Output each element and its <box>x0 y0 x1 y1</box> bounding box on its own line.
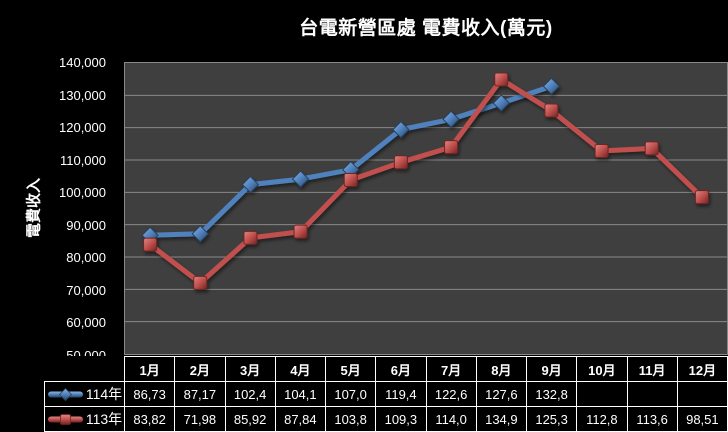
value-cell: 86,73 <box>123 381 176 407</box>
data-point-marker <box>442 110 460 128</box>
series-name-label: 114年 <box>85 386 123 402</box>
month-header-cell: 7月 <box>425 356 477 382</box>
legend-marker <box>47 413 83 425</box>
value-cell <box>576 381 628 407</box>
month-header-cell: 2月 <box>174 356 226 382</box>
value-cell: 132,8 <box>525 381 578 407</box>
y-tick-label: 110,000 <box>59 152 106 168</box>
table-row: 114年 86,73 87,17 102,4 104,1 107,0 119,4 122,6 1… <box>44 381 728 407</box>
value-cell: 112,8 <box>576 406 628 432</box>
y-tick-label: 90,000 <box>66 217 106 233</box>
month-header-cell: 11月 <box>626 356 678 382</box>
legend-marker <box>47 387 83 401</box>
month-header-cell: 8月 <box>475 356 528 382</box>
y-tick-label: 100,000 <box>59 185 106 201</box>
table-row: 113年 83,82 71,98 85,92 87,84 103,8 109,3 114,0 1… <box>44 406 728 432</box>
data-point-marker <box>293 224 308 239</box>
value-cell: 98,51 <box>676 406 728 432</box>
value-cell: 87,17 <box>174 381 226 407</box>
gridlines <box>125 94 727 323</box>
value-cell: 102,4 <box>224 381 276 407</box>
data-point-marker <box>444 140 459 155</box>
chart-title: 台電新營區處 電費收入(萬元) <box>299 18 553 39</box>
month-header-cell: 5月 <box>324 356 377 382</box>
table-corner-blank <box>44 356 125 382</box>
data-table: 1月 2月 3月 4月 5月 6月 7月 8月 9月 10月 11月 12月 114年 86,73 87,1… <box>44 356 728 432</box>
y-tick-label: 60,000 <box>66 315 106 331</box>
value-cell: 114,0 <box>425 406 477 432</box>
data-point-marker <box>492 94 510 112</box>
legend-cell: 113年 <box>44 406 125 432</box>
value-cell: 71,98 <box>174 406 226 432</box>
data-point-marker <box>243 230 258 245</box>
value-cell: 87,84 <box>274 406 327 432</box>
value-cell: 119,4 <box>375 381 427 407</box>
data-point-marker <box>644 141 659 156</box>
value-cell: 134,9 <box>475 406 528 432</box>
month-header-cell: 9月 <box>525 356 578 382</box>
data-point-marker <box>544 103 559 118</box>
plot-area <box>124 62 728 355</box>
data-point-marker <box>193 275 208 290</box>
data-point-marker <box>191 225 209 243</box>
month-header-cell: 4月 <box>274 356 327 382</box>
value-cell: 109,3 <box>375 406 427 432</box>
value-cell: 122,6 <box>425 381 477 407</box>
data-point-marker <box>542 77 561 95</box>
month-header-cell: 6月 <box>375 356 427 382</box>
value-cell: 85,92 <box>224 406 276 432</box>
value-cell: 104,1 <box>274 381 327 407</box>
y-tick-label: 70,000 <box>66 282 106 298</box>
line-chart <box>125 72 727 323</box>
data-point-marker <box>291 170 310 188</box>
value-cell: 83,82 <box>123 406 176 432</box>
data-point-marker <box>392 120 410 139</box>
data-point-marker <box>494 72 509 87</box>
data-point-marker <box>393 155 408 170</box>
series-name-label: 113年 <box>85 411 123 427</box>
value-cell: 113,6 <box>626 406 678 432</box>
month-header-cell: 12月 <box>676 356 728 382</box>
value-cell: 107,0 <box>324 381 377 407</box>
series-113年-line <box>143 72 709 290</box>
y-tick-label: 140,000 <box>59 55 106 70</box>
value-cell <box>626 381 678 407</box>
value-cell: 127,6 <box>475 381 528 407</box>
y-tick-label: 130,000 <box>59 87 106 103</box>
value-cell: 125,3 <box>525 406 578 432</box>
value-cell: 103,8 <box>324 406 377 432</box>
data-point-marker <box>143 237 158 252</box>
series-114年-line <box>141 77 561 244</box>
data-point-marker <box>343 173 358 188</box>
legend-cell: 114年 <box>44 381 125 407</box>
y-tick-label: 80,000 <box>66 250 106 266</box>
month-header-cell: 1月 <box>123 356 176 382</box>
month-header-cell: 10月 <box>576 356 628 382</box>
month-header-cell: 3月 <box>224 356 276 382</box>
value-cell <box>676 381 728 407</box>
data-point-marker <box>241 175 260 194</box>
data-point-marker <box>694 190 709 205</box>
y-axis-tick-labels: 140,000 130,000 120,000 110,000 100,000 90,00… <box>0 55 106 363</box>
data-point-marker <box>594 143 609 158</box>
y-tick-label: 120,000 <box>59 120 106 136</box>
